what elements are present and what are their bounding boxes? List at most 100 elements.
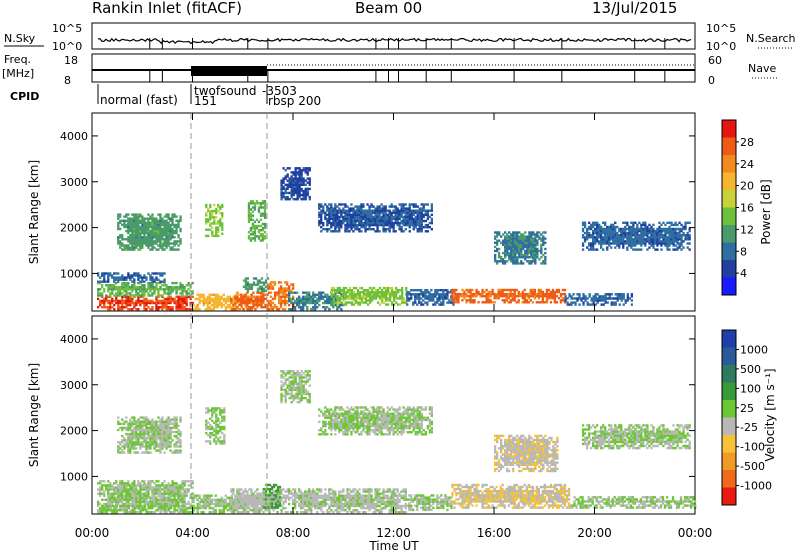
power-cell-b1 <box>155 288 157 290</box>
power-cell-b0 <box>97 306 99 308</box>
velocity-cell-b2 <box>205 495 207 497</box>
power-cell-b8 <box>393 297 395 299</box>
power-cell-b15 <box>524 235 526 237</box>
power-cell-b6 <box>268 283 270 285</box>
power-cell-b6 <box>270 296 272 298</box>
power-cell-b17 <box>387 222 389 224</box>
power-cell-b17 <box>409 214 411 216</box>
power-cell-b16 <box>594 222 596 224</box>
velocity-cell-b0 <box>151 480 153 482</box>
power-cell-b15 <box>518 240 520 242</box>
power-cell-b17 <box>393 216 395 218</box>
power-cell-b16 <box>664 228 666 230</box>
power-cell-b17 <box>385 216 387 218</box>
power-cell-b6 <box>278 298 280 300</box>
power-cell-b12 <box>157 234 159 236</box>
power-cell-b11 <box>611 297 613 299</box>
power-cell-b10 <box>562 293 564 295</box>
power-cell-b1 <box>135 286 137 288</box>
power-cell-b7 <box>316 300 318 302</box>
power-cell-b12 <box>127 236 129 238</box>
velocity-cell-b0 <box>175 499 177 501</box>
power-cell-b15 <box>526 240 528 242</box>
power-cell-b1 <box>119 292 121 294</box>
velocity-cell-b0 <box>147 497 149 499</box>
velocity-cell-b0 <box>101 499 103 501</box>
power-cell-b16 <box>660 240 662 242</box>
power-cell-b10 <box>506 293 508 295</box>
power-cell-b7 <box>340 304 342 306</box>
power-cell-b12 <box>117 222 119 224</box>
power-cell-b15 <box>518 235 520 237</box>
power-cell-b17 <box>338 203 340 205</box>
power-cell-b8 <box>347 289 349 291</box>
power-cell-b16 <box>612 226 614 228</box>
power-cell-b18 <box>287 173 289 175</box>
power-cell-b14 <box>254 229 256 231</box>
power-cell-b12 <box>149 226 151 228</box>
power-cell-b13 <box>215 229 217 231</box>
power-cell-b8 <box>383 295 385 297</box>
power-cell-b18 <box>301 177 303 179</box>
power-cell-b17 <box>427 210 429 212</box>
power-cell-b15 <box>508 240 510 242</box>
power-cell-b12 <box>175 215 177 217</box>
power-cell-b10 <box>488 295 490 297</box>
power-cell-b12 <box>155 230 157 232</box>
power-cell-b12 <box>153 230 155 232</box>
power-cell-b1 <box>119 286 121 288</box>
power-cell-b4 <box>260 298 262 300</box>
power-cell-b9 <box>422 303 424 305</box>
power-cell-b2 <box>159 272 161 274</box>
power-cell-b11 <box>599 297 601 299</box>
power-cell-b13 <box>213 204 215 206</box>
power-cell-b12 <box>151 218 153 220</box>
power-cell-b0 <box>171 306 173 308</box>
power-cell-b3 <box>207 300 209 302</box>
power-cell-b16 <box>664 224 666 226</box>
power-cell-b17 <box>326 228 328 230</box>
power-cell-b15 <box>520 260 522 262</box>
power-cell-b0 <box>135 300 137 302</box>
power-cell-b17 <box>427 226 429 228</box>
power-cell-b17 <box>340 214 342 216</box>
power-cell-b0 <box>157 306 159 308</box>
power-cell-b1 <box>181 288 183 290</box>
power-cell-b15 <box>508 246 510 248</box>
power-cell-b16 <box>652 228 654 230</box>
power-cell-b0 <box>143 298 145 300</box>
velocity-cell-b0 <box>129 490 131 492</box>
power-cell-b1 <box>141 284 143 286</box>
power-cell-b17 <box>356 226 358 228</box>
power-ylabel: Slant Range [km] <box>27 160 41 264</box>
velocity-cell-b2 <box>211 507 213 509</box>
velocity-cell-b0 <box>161 501 163 503</box>
power-cell-b16 <box>646 226 648 228</box>
power-cell-b12 <box>117 242 119 244</box>
power-cell-b16 <box>656 230 658 232</box>
power-cell-b9 <box>442 295 444 297</box>
power-cell-b14 <box>264 210 266 212</box>
velocity-cell-b1 <box>140 509 142 511</box>
power-cell-b13 <box>209 229 211 231</box>
power-cell-b3 <box>207 298 209 300</box>
velocity-cell-b2 <box>221 501 223 503</box>
power-cell-b13 <box>209 210 211 212</box>
power-cell-b1 <box>192 282 194 284</box>
power-cell-b14 <box>250 229 252 231</box>
power-cell-b17 <box>431 218 433 220</box>
velocity-cell-b0 <box>177 497 179 499</box>
velocity-cell-b1 <box>170 505 172 507</box>
power-cell-b17 <box>378 220 380 222</box>
power-cell-b16 <box>674 234 676 236</box>
power-cell-b16 <box>650 226 652 228</box>
power-cell-b10 <box>494 301 496 303</box>
velocity-cell-b2 <box>229 509 231 511</box>
velocity-cell-b2 <box>199 497 201 499</box>
velocity-cell-b2 <box>215 509 217 511</box>
power-cell-b12 <box>139 234 141 236</box>
power-cell-b16 <box>676 234 678 236</box>
power-cell-b16 <box>640 240 642 242</box>
power-cell-b14 <box>250 213 252 215</box>
power-cell-b15 <box>520 248 522 250</box>
